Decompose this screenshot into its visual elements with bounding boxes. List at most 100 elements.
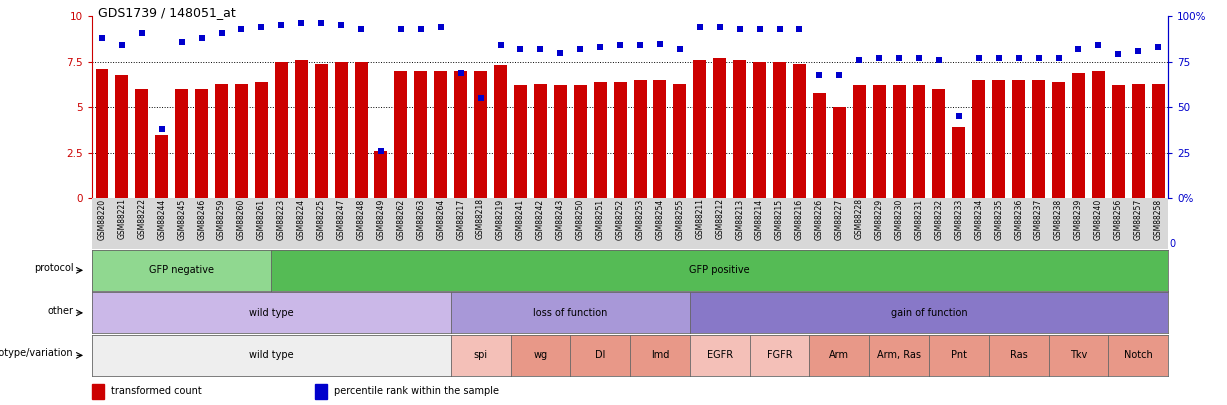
Point (829, 71, 849, 78)
Text: GSM88253: GSM88253 (636, 198, 644, 240)
Bar (773, 62, 787, 198)
Point (491, 42, 510, 49)
Text: GSM88245: GSM88245 (177, 198, 187, 240)
Point (551, 49, 571, 56)
Bar (853, 85, 866, 198)
Bar (92, 384, 104, 399)
Text: GSM88248: GSM88248 (357, 198, 366, 240)
Text: Arm: Arm (829, 350, 849, 360)
Point (271, 22, 291, 28)
Text: GSM88258: GSM88258 (1153, 198, 1163, 240)
Point (391, 26, 411, 32)
Text: GSM88229: GSM88229 (875, 198, 883, 240)
Text: GSM88257: GSM88257 (1134, 198, 1142, 240)
Text: GDS1739 / 148051_at: GDS1739 / 148051_at (98, 6, 236, 19)
Text: GSM88261: GSM88261 (256, 198, 266, 240)
Point (909, 55, 929, 61)
Text: GSM88223: GSM88223 (277, 198, 286, 240)
Bar (115, 75, 129, 198)
Text: GSM88213: GSM88213 (735, 198, 744, 240)
Bar (294, 60, 308, 198)
Bar (1072, 73, 1085, 198)
Text: GSM88242: GSM88242 (536, 198, 545, 240)
Bar (236, 84, 248, 198)
Text: loss of function: loss of function (533, 308, 607, 318)
Point (1028, 55, 1048, 61)
Bar (275, 62, 288, 198)
Bar (693, 60, 707, 198)
Text: protocol: protocol (34, 263, 74, 273)
Text: GSM88221: GSM88221 (118, 198, 126, 239)
Point (191, 35, 211, 41)
Point (989, 55, 1009, 61)
Bar (1131, 84, 1145, 198)
Point (969, 55, 989, 61)
Bar (374, 151, 388, 198)
Point (690, 24, 709, 30)
Point (1009, 55, 1028, 61)
Text: GSM88228: GSM88228 (855, 198, 864, 239)
Point (530, 46, 550, 52)
Bar (215, 84, 228, 198)
Bar (494, 65, 507, 198)
Point (1129, 47, 1148, 54)
Text: GSM88233: GSM88233 (955, 198, 963, 240)
Text: GSM88215: GSM88215 (775, 198, 784, 240)
Bar (633, 80, 647, 198)
Text: Arm, Ras: Arm, Ras (877, 350, 921, 360)
Text: GFP positive: GFP positive (690, 265, 750, 275)
Bar (434, 71, 447, 198)
Point (948, 113, 968, 120)
Bar (952, 127, 966, 198)
Point (133, 29, 152, 36)
Text: percentile rank within the sample: percentile rank within the sample (334, 386, 498, 396)
Point (112, 42, 131, 49)
Text: GFP negative: GFP negative (150, 265, 215, 275)
Point (631, 42, 650, 49)
Text: GSM88256: GSM88256 (1114, 198, 1123, 240)
Text: EGFR: EGFR (707, 350, 733, 360)
Point (212, 29, 232, 36)
Point (1108, 51, 1128, 58)
Bar (872, 85, 886, 198)
Text: GSM88239: GSM88239 (1074, 198, 1083, 240)
Point (1069, 46, 1088, 52)
Text: 0: 0 (1169, 239, 1175, 249)
Text: GSM88260: GSM88260 (237, 198, 245, 240)
Text: GSM88246: GSM88246 (198, 198, 206, 240)
Text: GSM88252: GSM88252 (616, 198, 625, 240)
Point (411, 26, 431, 32)
Text: transformed count: transformed count (110, 386, 201, 396)
Point (790, 26, 810, 32)
Text: GSM88251: GSM88251 (595, 198, 605, 240)
Point (292, 20, 312, 27)
Text: GSM88263: GSM88263 (416, 198, 426, 240)
Text: wg: wg (534, 350, 547, 360)
Text: GSM88211: GSM88211 (696, 198, 704, 239)
Text: other: other (48, 306, 74, 316)
Text: wild type: wild type (249, 350, 293, 360)
Text: GSM88238: GSM88238 (1054, 198, 1063, 240)
Text: Ras: Ras (1010, 350, 1027, 360)
Point (571, 46, 590, 52)
Bar (355, 62, 368, 198)
Bar (594, 82, 606, 198)
Point (152, 126, 172, 132)
Text: GSM88212: GSM88212 (715, 198, 724, 239)
Text: GSM88259: GSM88259 (217, 198, 226, 240)
Point (610, 42, 629, 49)
Point (1049, 55, 1069, 61)
Point (670, 46, 690, 52)
Bar (933, 89, 946, 198)
Text: GSM88262: GSM88262 (396, 198, 405, 240)
Bar (335, 62, 347, 198)
Bar (972, 80, 985, 198)
Text: Notch: Notch (1124, 350, 1152, 360)
Bar (195, 89, 209, 198)
Text: GSM88244: GSM88244 (157, 198, 167, 240)
Bar (574, 85, 587, 198)
Point (890, 55, 909, 61)
Text: GSM88249: GSM88249 (377, 198, 385, 240)
Text: lmd: lmd (650, 350, 669, 360)
Bar (1012, 80, 1025, 198)
